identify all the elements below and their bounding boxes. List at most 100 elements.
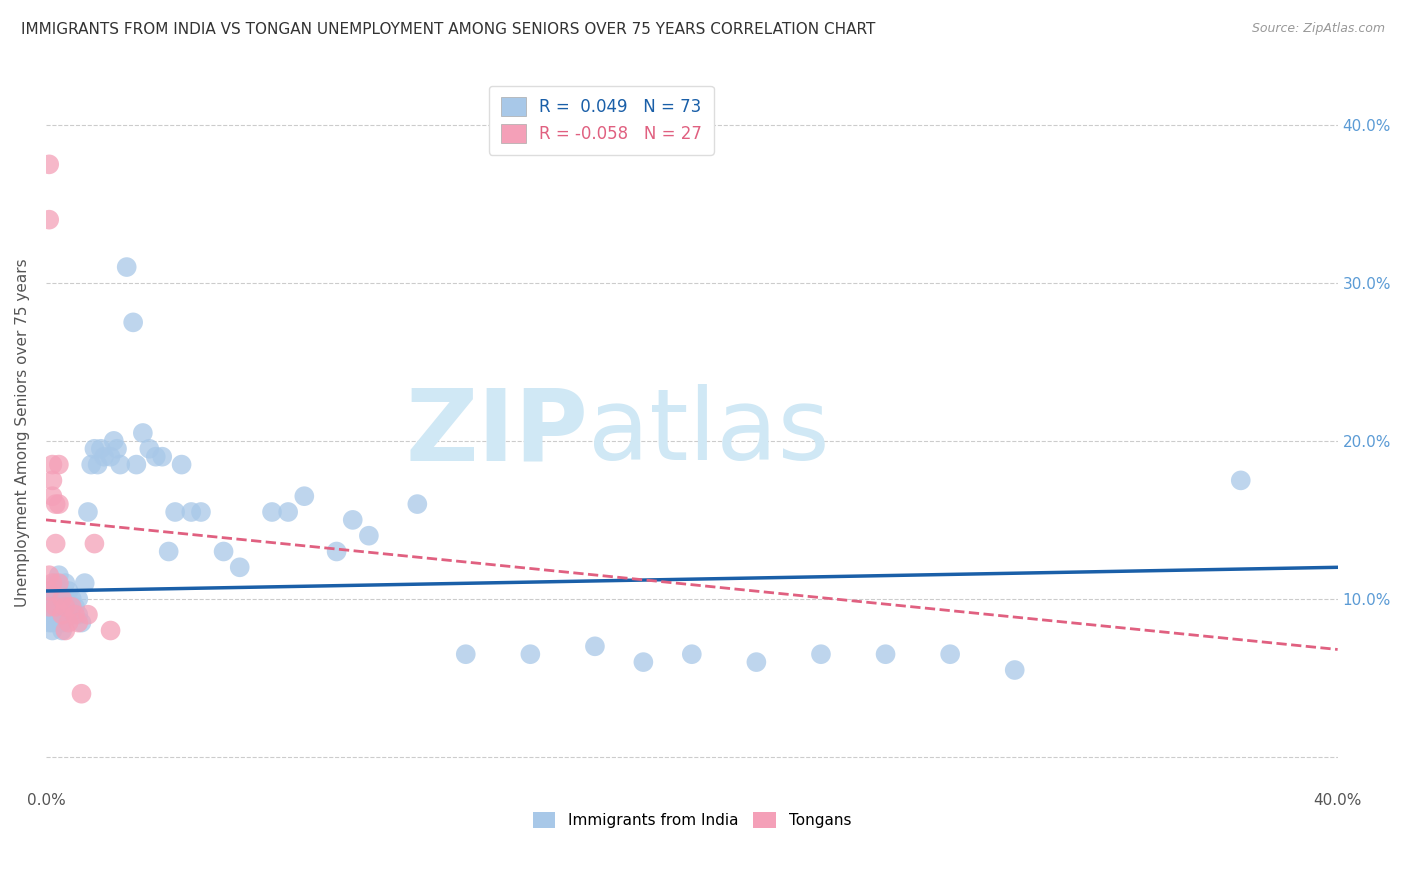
Point [45, 497, 67, 511]
Point [406, 497, 429, 511]
Point [67, 607, 90, 622]
Y-axis label: Unemployment Among Seniors over 75 years: Unemployment Among Seniors over 75 years [15, 259, 30, 607]
Text: atlas: atlas [589, 384, 830, 482]
Point [45, 599, 67, 614]
Point [77, 607, 100, 622]
Point [190, 505, 212, 519]
Point [38, 157, 60, 171]
Point [150, 450, 173, 464]
Point [60, 591, 83, 606]
Point [70, 687, 93, 701]
Point [41, 599, 63, 614]
Point [125, 458, 148, 472]
Point [277, 505, 299, 519]
Point [67, 615, 90, 630]
Point [260, 505, 283, 519]
Point [357, 529, 380, 543]
Text: ZIP: ZIP [405, 384, 589, 482]
Point [41, 624, 63, 638]
Point [63, 607, 86, 622]
Point [115, 260, 138, 274]
Point [45, 576, 67, 591]
Point [53, 599, 76, 614]
Point [83, 536, 105, 550]
Point [45, 599, 67, 614]
Point [48, 584, 70, 599]
Point [180, 505, 202, 519]
Point [1229, 474, 1251, 488]
Point [51, 591, 73, 606]
Point [67, 591, 90, 606]
Point [51, 615, 73, 630]
Point [745, 655, 768, 669]
Point [51, 607, 73, 622]
Point [681, 647, 703, 661]
Point [38, 584, 60, 599]
Point [38, 212, 60, 227]
Point [45, 591, 67, 606]
Point [51, 624, 73, 638]
Point [53, 576, 76, 591]
Point [519, 647, 541, 661]
Point [325, 544, 347, 558]
Point [41, 607, 63, 622]
Point [38, 568, 60, 582]
Point [342, 513, 364, 527]
Point [77, 505, 100, 519]
Point [157, 544, 180, 558]
Point [41, 576, 63, 591]
Point [105, 442, 128, 456]
Point [38, 591, 60, 606]
Point [90, 442, 112, 456]
Point [103, 434, 125, 448]
Point [145, 450, 167, 464]
Point [38, 584, 60, 599]
Point [38, 599, 60, 614]
Point [38, 599, 60, 614]
Point [583, 640, 606, 654]
Point [83, 442, 105, 456]
Point [122, 315, 145, 329]
Point [86, 458, 108, 472]
Point [38, 615, 60, 630]
Point [53, 591, 76, 606]
Point [48, 599, 70, 614]
Text: Source: ZipAtlas.com: Source: ZipAtlas.com [1251, 22, 1385, 36]
Point [48, 607, 70, 622]
Point [60, 599, 83, 614]
Point [73, 576, 96, 591]
Point [100, 624, 122, 638]
Point [60, 607, 83, 622]
Point [48, 458, 70, 472]
Point [810, 647, 832, 661]
Point [41, 591, 63, 606]
Point [48, 568, 70, 582]
Point [110, 458, 132, 472]
Point [58, 599, 80, 614]
Point [51, 599, 73, 614]
Point [41, 458, 63, 472]
Point [165, 505, 187, 519]
Point [80, 458, 103, 472]
Point [53, 599, 76, 614]
Point [228, 560, 250, 574]
Point [939, 647, 962, 661]
Text: IMMIGRANTS FROM INDIA VS TONGAN UNEMPLOYMENT AMONG SENIORS OVER 75 YEARS CORRELA: IMMIGRANTS FROM INDIA VS TONGAN UNEMPLOY… [21, 22, 876, 37]
Point [41, 615, 63, 630]
Legend: Immigrants from India, Tongans: Immigrants from India, Tongans [526, 806, 858, 834]
Point [93, 450, 115, 464]
Point [292, 489, 315, 503]
Point [63, 599, 86, 614]
Point [53, 624, 76, 638]
Point [48, 497, 70, 511]
Point [100, 450, 122, 464]
Point [138, 442, 160, 456]
Point [70, 615, 93, 630]
Point [45, 536, 67, 550]
Point [58, 615, 80, 630]
Point [58, 584, 80, 599]
Point [41, 474, 63, 488]
Point [633, 655, 655, 669]
Point [41, 489, 63, 503]
Point [875, 647, 897, 661]
